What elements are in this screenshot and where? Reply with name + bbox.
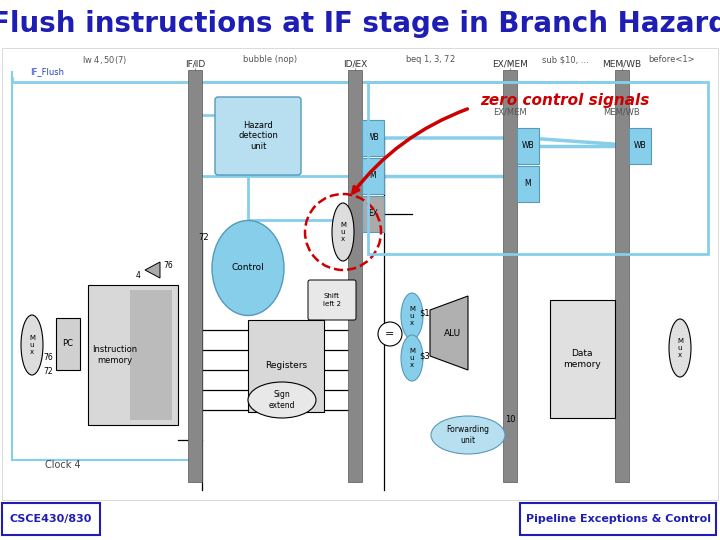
Text: Clock 4: Clock 4 [45,460,81,470]
Text: Forwarding
unit: Forwarding unit [446,426,490,445]
Text: Instruction
memory: Instruction memory [92,345,138,364]
Text: EX/MEM: EX/MEM [493,107,527,117]
Text: $3: $3 [420,352,431,361]
Text: zero control signals: zero control signals [480,92,649,107]
Text: M: M [369,172,377,180]
Text: Data
memory: Data memory [563,349,601,369]
Text: ID/EX: ID/EX [343,59,367,69]
Text: 72: 72 [43,368,53,376]
Text: CSCE430/830: CSCE430/830 [10,514,92,524]
Bar [130,290,172,420]
Text: before<1>: before<1> [649,56,696,64]
Text: M
u
x: M u x [29,335,35,355]
Ellipse shape [401,293,423,339]
Bar [188,70,202,482]
Text: EX/MEM: EX/MEM [492,59,528,69]
Text: PC: PC [63,340,73,348]
Bar [362,196,384,232]
Text: beq $1, $3, 72: beq $1, $3, 72 [405,53,455,66]
Ellipse shape [248,382,316,418]
Bar [88,285,178,425]
Text: M
u
x: M u x [409,306,415,326]
Ellipse shape [212,220,284,315]
Text: M: M [525,179,531,188]
Text: 76: 76 [163,260,173,269]
Text: Pipeline Exceptions & Control: Pipeline Exceptions & Control [526,514,711,524]
Ellipse shape [431,416,505,454]
Text: 4: 4 [135,272,140,280]
Text: Flush instructions at IF stage in Branch Hazard: Flush instructions at IF stage in Branch… [0,10,720,38]
Text: IF/ID: IF/ID [185,59,205,69]
Polygon shape [145,262,160,278]
Bar [362,158,384,194]
FancyBboxPatch shape [308,280,356,320]
Text: IF_Flush: IF_Flush [30,68,64,77]
Text: sub $10, ...: sub $10, ... [541,56,588,64]
Text: =: = [385,329,395,339]
Bar [248,320,324,412]
Ellipse shape [401,335,423,381]
Text: 72: 72 [199,233,210,242]
Text: Registers: Registers [265,361,307,370]
Circle shape [378,322,402,346]
Text: MEM/WB: MEM/WB [603,59,642,69]
Text: Sign
extend: Sign extend [269,390,295,410]
Bar [550,300,615,418]
Bar [517,128,539,164]
Text: M
u
x: M u x [409,348,415,368]
Text: Hazard
detection
unit: Hazard detection unit [238,121,278,151]
FancyBboxPatch shape [215,97,301,175]
Polygon shape [430,296,468,370]
Text: WB: WB [634,141,647,151]
Text: EX: EX [368,210,378,219]
Text: WB: WB [366,133,379,143]
Text: $1: $1 [420,308,431,318]
Text: Control: Control [232,264,264,273]
Bar [362,120,384,156]
Bar [368,82,708,254]
Text: Shift
left 2: Shift left 2 [323,294,341,307]
Text: lw $4, 50($7): lw $4, 50($7) [82,54,127,66]
Text: 76: 76 [43,354,53,362]
Text: bubble (nop): bubble (nop) [243,56,297,64]
Bar [503,70,517,482]
Bar [2,503,100,535]
Text: M
u
x: M u x [677,338,683,358]
Bar [629,128,651,164]
Bar [56,318,80,370]
Ellipse shape [21,315,43,375]
Text: MEM/WB: MEM/WB [603,107,640,117]
Ellipse shape [332,203,354,261]
Ellipse shape [669,319,691,377]
Bar [520,503,716,535]
Text: 10: 10 [505,415,516,424]
Text: M
u
x: M u x [340,222,346,242]
Bar [2,48,718,500]
Bar [348,70,362,482]
Text: ALU: ALU [444,328,461,338]
Bar [615,70,629,482]
Text: WB: WB [522,141,534,151]
Bar [517,166,539,202]
